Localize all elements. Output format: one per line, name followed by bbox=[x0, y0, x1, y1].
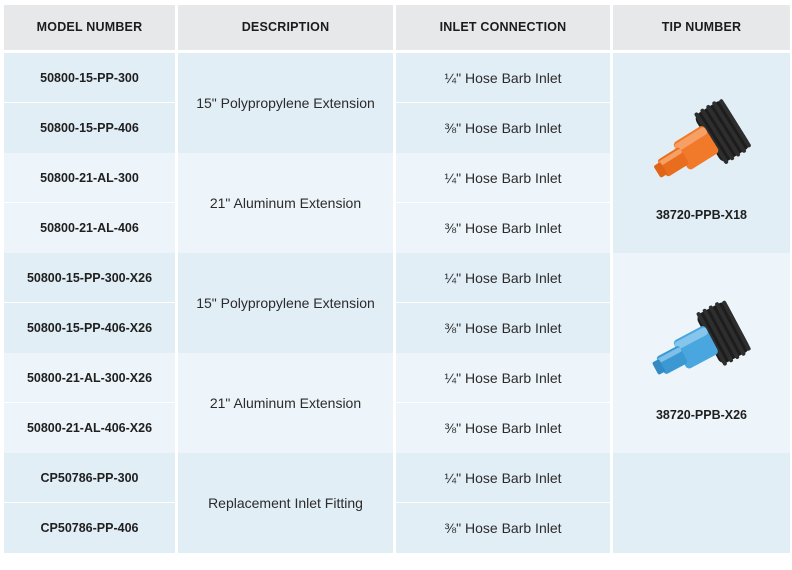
description-cell: 15" Polypropylene Extension bbox=[178, 253, 393, 353]
inlet-connection-cell: ¼" Hose Barb Inlet bbox=[396, 153, 610, 203]
inlet-connection-cell: ⅜" Hose Barb Inlet bbox=[396, 403, 610, 453]
model-number-cell: 50800-21-AL-406 bbox=[4, 203, 175, 253]
header-description: DESCRIPTION bbox=[178, 5, 393, 50]
inlet-connection-cell: ¼" Hose Barb Inlet bbox=[396, 253, 610, 303]
description-cell: 21" Aluminum Extension bbox=[178, 353, 393, 453]
model-number-cell: 50800-21-AL-300 bbox=[4, 153, 175, 203]
description-cell: Replacement Inlet Fitting bbox=[178, 453, 393, 553]
description-cell: 15" Polypropylene Extension bbox=[178, 53, 393, 153]
inlet-connection-cell: ¼" Hose Barb Inlet bbox=[396, 353, 610, 403]
header-model-number: MODEL NUMBER bbox=[4, 5, 175, 50]
tip-cell-x18: 38720-PPB-X18 bbox=[613, 53, 790, 253]
tip-number-label: 38720-PPB-X18 bbox=[655, 208, 748, 222]
model-number-cell: CP50786-PP-406 bbox=[4, 503, 175, 553]
model-number-cell: 50800-15-PP-300 bbox=[4, 53, 175, 103]
model-number-cell: 50800-21-AL-300-X26 bbox=[4, 353, 175, 403]
model-number-cell: 50800-15-PP-406-X26 bbox=[4, 303, 175, 353]
blue-spray-tip-icon bbox=[652, 300, 751, 375]
inlet-connection-cell: ¼" Hose Barb Inlet bbox=[396, 453, 610, 503]
tip-cell-x26: 38720-PPB-X26 bbox=[613, 253, 790, 453]
header-tip-number: TIP NUMBER bbox=[613, 5, 790, 50]
inlet-connection-cell: ⅜" Hose Barb Inlet bbox=[396, 303, 610, 353]
tip-cell-empty bbox=[613, 453, 790, 553]
inlet-connection-cell: ⅜" Hose Barb Inlet bbox=[396, 203, 610, 253]
model-number-cell: CP50786-PP-300 bbox=[4, 453, 175, 503]
model-number-cell: 50800-15-PP-406 bbox=[4, 103, 175, 153]
header-inlet-connection: INLET CONNECTION bbox=[396, 5, 610, 50]
model-number-cell: 50800-15-PP-300-X26 bbox=[4, 253, 175, 303]
description-cell: 21" Aluminum Extension bbox=[178, 153, 393, 253]
product-table: MODEL NUMBER DESCRIPTION INLET CONNECTIO… bbox=[4, 5, 790, 553]
tip-number-label: 38720-PPB-X26 bbox=[655, 408, 748, 422]
inlet-connection-cell: ⅜" Hose Barb Inlet bbox=[396, 503, 610, 553]
inlet-connection-cell: ⅜" Hose Barb Inlet bbox=[396, 103, 610, 153]
inlet-connection-cell: ¼" Hose Barb Inlet bbox=[396, 53, 610, 103]
model-number-cell: 50800-21-AL-406-X26 bbox=[4, 403, 175, 453]
orange-spray-tip-icon bbox=[653, 99, 751, 178]
